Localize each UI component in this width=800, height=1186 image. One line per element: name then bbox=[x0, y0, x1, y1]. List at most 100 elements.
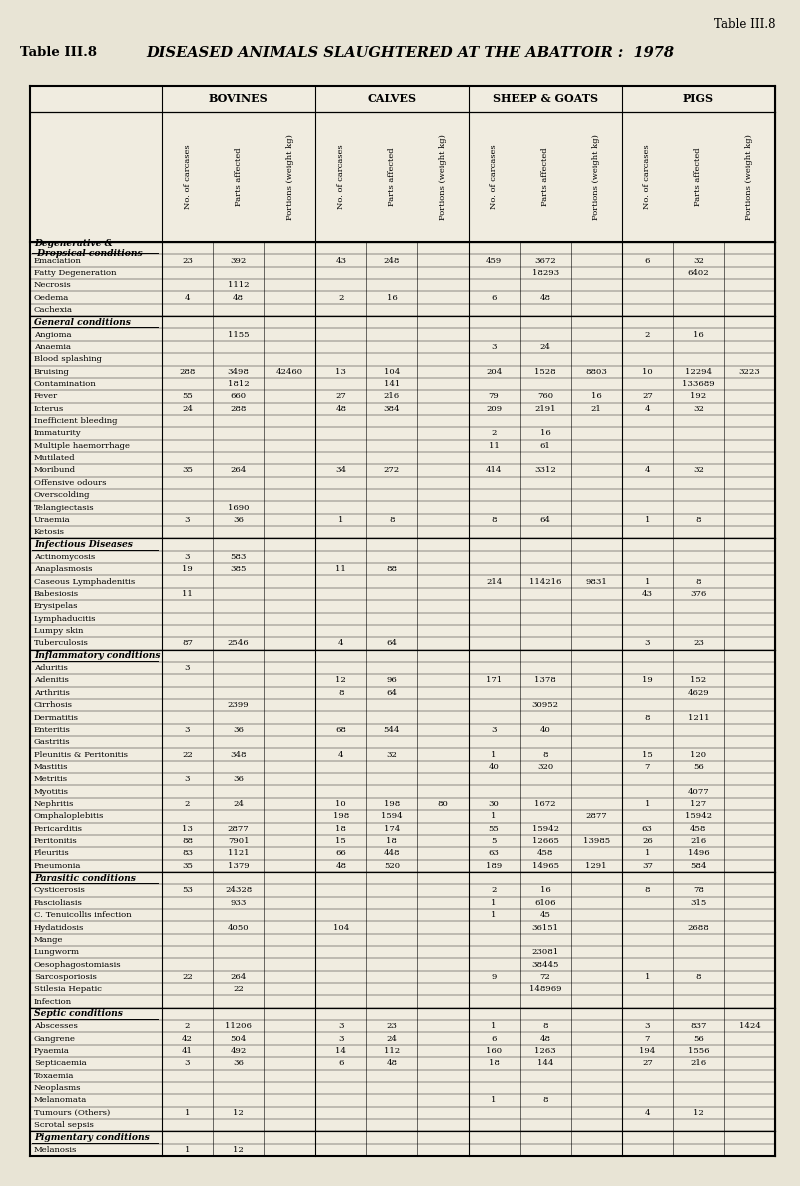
Text: 11206: 11206 bbox=[225, 1022, 252, 1031]
Text: Uraemia: Uraemia bbox=[34, 516, 70, 524]
Text: Mastitis: Mastitis bbox=[34, 763, 69, 771]
Text: Portions (weight kg): Portions (weight kg) bbox=[286, 134, 294, 219]
Text: 384: 384 bbox=[384, 404, 400, 413]
Text: Cysticerosis: Cysticerosis bbox=[34, 886, 86, 894]
Text: Moribund: Moribund bbox=[34, 466, 76, 474]
Text: Angioma: Angioma bbox=[34, 331, 71, 339]
Text: No. of carcases: No. of carcases bbox=[183, 145, 191, 209]
Text: 3: 3 bbox=[645, 1022, 650, 1031]
Text: 13: 13 bbox=[182, 824, 193, 833]
Text: 12: 12 bbox=[693, 1109, 704, 1117]
Text: 288: 288 bbox=[179, 368, 196, 376]
Text: Caseous Lymphadenitis: Caseous Lymphadenitis bbox=[34, 578, 135, 586]
Text: 1690: 1690 bbox=[228, 504, 250, 511]
Text: 174: 174 bbox=[384, 824, 400, 833]
Text: 112: 112 bbox=[384, 1047, 400, 1056]
Text: Cirrhosis: Cirrhosis bbox=[34, 701, 73, 709]
Text: 1496: 1496 bbox=[687, 849, 709, 857]
Text: 35: 35 bbox=[182, 862, 193, 869]
Text: 8: 8 bbox=[645, 714, 650, 721]
Text: 520: 520 bbox=[384, 862, 400, 869]
Text: 30: 30 bbox=[489, 801, 499, 808]
Text: 83: 83 bbox=[182, 849, 193, 857]
Text: 933: 933 bbox=[230, 899, 247, 907]
Text: 1121: 1121 bbox=[228, 849, 250, 857]
Text: 458: 458 bbox=[537, 849, 554, 857]
Text: 16: 16 bbox=[540, 886, 550, 894]
Text: 43: 43 bbox=[642, 589, 653, 598]
Text: Portions (weight kg): Portions (weight kg) bbox=[439, 134, 447, 219]
Text: Gastritis: Gastritis bbox=[34, 738, 70, 746]
Text: 13985: 13985 bbox=[582, 837, 610, 846]
Text: Oesophagostomiasis: Oesophagostomiasis bbox=[34, 961, 122, 969]
Text: 43: 43 bbox=[335, 256, 346, 264]
Text: 23: 23 bbox=[182, 256, 193, 264]
Text: 160: 160 bbox=[486, 1047, 502, 1056]
Text: 1211: 1211 bbox=[688, 714, 709, 721]
Text: 68: 68 bbox=[335, 726, 346, 734]
Text: 1: 1 bbox=[491, 1022, 497, 1031]
Text: Blood splashing: Blood splashing bbox=[34, 356, 102, 363]
Text: Gangrene: Gangrene bbox=[34, 1034, 76, 1042]
Text: Pneumonia: Pneumonia bbox=[34, 862, 82, 869]
Text: 2: 2 bbox=[338, 294, 343, 301]
Text: 104: 104 bbox=[384, 368, 400, 376]
Text: Tumours (Others): Tumours (Others) bbox=[34, 1109, 110, 1117]
Text: 64: 64 bbox=[386, 689, 398, 697]
Text: 189: 189 bbox=[486, 862, 502, 869]
Text: 23081: 23081 bbox=[531, 948, 558, 956]
Text: 96: 96 bbox=[386, 676, 398, 684]
Text: 198: 198 bbox=[333, 812, 349, 821]
Text: Parts affected: Parts affected bbox=[694, 148, 702, 206]
Text: Multiple haemorrhage: Multiple haemorrhage bbox=[34, 442, 130, 449]
Text: 22: 22 bbox=[182, 751, 193, 759]
Text: 16: 16 bbox=[693, 331, 704, 339]
Text: Septic conditions: Septic conditions bbox=[34, 1009, 123, 1019]
Text: 24: 24 bbox=[386, 1034, 398, 1042]
Text: 32: 32 bbox=[693, 404, 704, 413]
Text: 1155: 1155 bbox=[228, 331, 250, 339]
Text: 48: 48 bbox=[386, 1059, 398, 1067]
Text: 348: 348 bbox=[230, 751, 247, 759]
Text: Dermatitis: Dermatitis bbox=[34, 714, 79, 721]
Text: 264: 264 bbox=[230, 973, 246, 981]
Text: 6106: 6106 bbox=[534, 899, 556, 907]
Text: Oedema: Oedema bbox=[34, 294, 70, 301]
Text: Parts affected: Parts affected bbox=[234, 148, 242, 206]
Text: Lumpy skin: Lumpy skin bbox=[34, 627, 83, 635]
Text: Table III.8: Table III.8 bbox=[714, 18, 775, 31]
Text: 4077: 4077 bbox=[687, 788, 709, 796]
Text: 1: 1 bbox=[491, 751, 497, 759]
Text: 1672: 1672 bbox=[534, 801, 556, 808]
Text: 11: 11 bbox=[182, 589, 193, 598]
Text: 1: 1 bbox=[185, 1146, 190, 1154]
Text: 18: 18 bbox=[335, 824, 346, 833]
Text: 40: 40 bbox=[540, 726, 550, 734]
Text: 504: 504 bbox=[230, 1034, 246, 1042]
Text: 4: 4 bbox=[645, 466, 650, 474]
Text: Enteritis: Enteritis bbox=[34, 726, 71, 734]
Text: 272: 272 bbox=[384, 466, 400, 474]
Text: Melanomata: Melanomata bbox=[34, 1096, 87, 1104]
Text: 11: 11 bbox=[489, 442, 499, 449]
Text: 544: 544 bbox=[384, 726, 400, 734]
Text: 4050: 4050 bbox=[228, 924, 250, 931]
Text: Parasitic conditions: Parasitic conditions bbox=[34, 874, 136, 882]
Text: 37: 37 bbox=[642, 862, 653, 869]
Text: 3: 3 bbox=[185, 776, 190, 783]
Text: Cachexia: Cachexia bbox=[34, 306, 73, 314]
Text: 87: 87 bbox=[182, 639, 193, 648]
Text: Inflammatory conditions: Inflammatory conditions bbox=[34, 651, 161, 661]
Text: 2877: 2877 bbox=[586, 812, 607, 821]
Text: 3: 3 bbox=[491, 726, 497, 734]
Text: 114216: 114216 bbox=[529, 578, 562, 586]
Text: 152: 152 bbox=[690, 676, 706, 684]
Text: 8: 8 bbox=[696, 578, 701, 586]
Text: 26: 26 bbox=[642, 837, 653, 846]
Text: 6402: 6402 bbox=[687, 269, 709, 276]
Text: 448: 448 bbox=[384, 849, 400, 857]
Text: 78: 78 bbox=[693, 886, 704, 894]
Text: 24: 24 bbox=[182, 404, 193, 413]
Text: 36: 36 bbox=[233, 516, 244, 524]
Text: 61: 61 bbox=[540, 442, 550, 449]
